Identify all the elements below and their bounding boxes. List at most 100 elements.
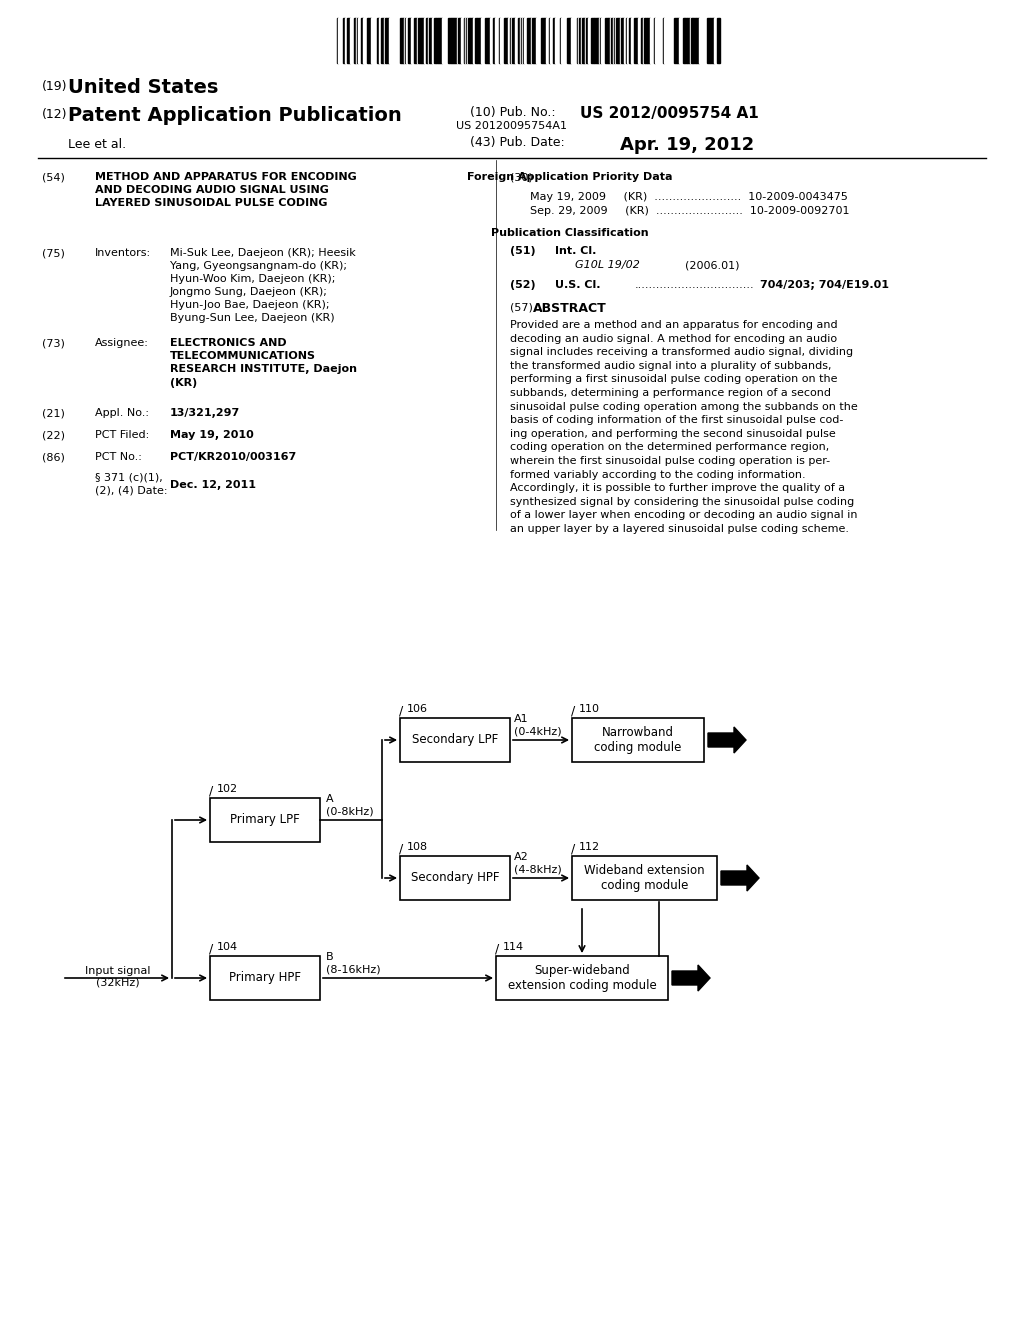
Bar — [611, 18, 613, 63]
Text: PCT Filed:: PCT Filed: — [95, 430, 150, 440]
Polygon shape — [708, 727, 746, 752]
Bar — [672, 18, 674, 63]
Bar — [621, 18, 624, 63]
Bar — [432, 18, 434, 63]
Bar — [477, 18, 479, 63]
Text: (52): (52) — [510, 280, 536, 290]
Bar — [608, 18, 610, 63]
Text: (10) Pub. No.:: (10) Pub. No.: — [470, 106, 556, 119]
Bar — [392, 18, 395, 63]
Text: /: / — [399, 842, 403, 855]
Bar — [479, 18, 481, 63]
Bar — [572, 855, 717, 900]
Text: (12): (12) — [42, 108, 68, 121]
Bar — [634, 18, 636, 63]
Text: Patent Application Publication: Patent Application Publication — [68, 106, 401, 125]
Bar — [624, 18, 626, 63]
Text: /: / — [571, 704, 575, 717]
Bar — [400, 718, 510, 762]
Bar — [703, 18, 706, 63]
Bar — [434, 18, 436, 63]
Text: Lee et al.: Lee et al. — [68, 139, 126, 150]
Text: Primary LPF: Primary LPF — [230, 813, 300, 826]
Text: Primary HPF: Primary HPF — [229, 972, 301, 985]
Bar — [449, 18, 451, 63]
Bar — [679, 18, 681, 63]
Bar — [496, 18, 499, 63]
Text: Input signal
(32kHz): Input signal (32kHz) — [85, 966, 151, 987]
Bar — [717, 18, 719, 63]
Bar — [395, 18, 398, 63]
Text: (86): (86) — [42, 451, 65, 462]
Text: Inventors:: Inventors: — [95, 248, 152, 257]
Bar — [532, 18, 534, 63]
Text: U.S. Cl.: U.S. Cl. — [555, 280, 600, 290]
Bar — [343, 18, 345, 63]
Bar — [488, 18, 490, 63]
Bar — [693, 18, 696, 63]
Bar — [485, 18, 488, 63]
Bar — [350, 18, 352, 63]
Bar — [430, 18, 432, 63]
Text: May 19, 2010: May 19, 2010 — [170, 430, 254, 440]
Text: (54): (54) — [42, 172, 65, 182]
Bar — [567, 18, 569, 63]
Bar — [591, 18, 594, 63]
Text: Apr. 19, 2012: Apr. 19, 2012 — [620, 136, 755, 154]
Text: (73): (73) — [42, 338, 65, 348]
Text: § 371 (c)(1),
(2), (4) Date:: § 371 (c)(1), (2), (4) Date: — [95, 473, 168, 495]
Bar — [572, 18, 574, 63]
Text: Byung-Sun Lee, Daejeon (KR): Byung-Sun Lee, Daejeon (KR) — [170, 313, 335, 323]
Bar — [645, 18, 647, 63]
Bar — [481, 18, 484, 63]
Text: Hyun-Joo Bae, Daejeon (KR);: Hyun-Joo Bae, Daejeon (KR); — [170, 300, 330, 310]
Bar — [374, 18, 377, 63]
Bar — [424, 18, 426, 63]
Bar — [505, 18, 507, 63]
Bar — [475, 18, 477, 63]
Bar — [333, 18, 336, 63]
Text: May 19, 2009     (KR)  ........................  10-2009-0043475: May 19, 2009 (KR) ......................… — [530, 191, 848, 202]
Text: PCT/KR2010/003167: PCT/KR2010/003167 — [170, 451, 296, 462]
Bar — [553, 18, 555, 63]
Text: Hyun-Woo Kim, Daejeon (KR);: Hyun-Woo Kim, Daejeon (KR); — [170, 275, 336, 284]
Bar — [685, 18, 687, 63]
Text: /: / — [209, 784, 213, 797]
Bar — [647, 18, 650, 63]
Bar — [546, 18, 548, 63]
Text: Appl. No.:: Appl. No.: — [95, 408, 150, 418]
Bar — [436, 18, 438, 63]
Bar — [550, 18, 552, 63]
Bar — [541, 18, 544, 63]
Bar — [414, 18, 417, 63]
Bar — [502, 18, 504, 63]
Bar — [539, 18, 541, 63]
Bar — [555, 18, 557, 63]
Bar — [656, 18, 658, 63]
Text: /: / — [209, 942, 213, 954]
Bar — [594, 18, 597, 63]
Text: (30): (30) — [510, 172, 532, 182]
Bar — [352, 18, 354, 63]
Bar — [365, 18, 367, 63]
Bar — [422, 18, 424, 63]
Bar — [518, 18, 520, 63]
Bar — [636, 18, 638, 63]
Bar — [418, 18, 421, 63]
Text: /: / — [399, 704, 403, 717]
Text: Assignee:: Assignee: — [95, 338, 148, 348]
Text: Dec. 12, 2011: Dec. 12, 2011 — [170, 480, 256, 490]
Text: 112: 112 — [579, 842, 600, 851]
Text: 13/321,297: 13/321,297 — [170, 408, 241, 418]
Text: (22): (22) — [42, 430, 65, 440]
Text: METHOD AND APPARATUS FOR ENCODING
AND DECODING AUDIO SIGNAL USING
LAYERED SINUSO: METHOD AND APPARATUS FOR ENCODING AND DE… — [95, 172, 356, 209]
Bar — [667, 18, 669, 63]
Text: 704/203; 704/E19.01: 704/203; 704/E19.01 — [760, 280, 889, 290]
Text: Wideband extension
coding module: Wideband extension coding module — [584, 865, 705, 892]
Bar — [386, 18, 389, 63]
Bar — [338, 18, 340, 63]
Bar — [677, 18, 679, 63]
Text: A
(0-8kHz): A (0-8kHz) — [326, 795, 374, 816]
Bar — [468, 18, 470, 63]
Bar — [651, 18, 654, 63]
